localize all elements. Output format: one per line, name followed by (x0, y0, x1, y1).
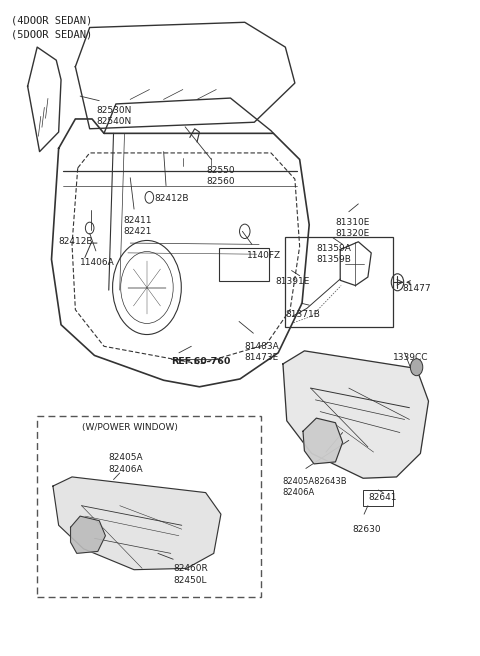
Text: 81310E
81320E: 81310E 81320E (336, 218, 370, 238)
Text: 82411
82421: 82411 82421 (123, 216, 152, 236)
Polygon shape (71, 516, 106, 554)
Text: 81359A
81359B: 81359A 81359B (316, 245, 351, 264)
Polygon shape (303, 418, 343, 464)
Text: 1339CC: 1339CC (393, 353, 428, 362)
Polygon shape (283, 351, 429, 478)
Text: 81371B: 81371B (285, 310, 320, 319)
Text: 82550
82560: 82550 82560 (206, 166, 235, 186)
Bar (218, 249, 269, 281)
Text: 1140FZ: 1140FZ (247, 251, 281, 260)
Text: 82530N
82540N: 82530N 82540N (97, 106, 132, 126)
Text: 82460R
82450L: 82460R 82450L (173, 564, 208, 584)
Text: (4DOOR SEDAN)
(5DOOR SEDAN): (4DOOR SEDAN) (5DOOR SEDAN) (11, 16, 92, 40)
Text: 82405A
82406A: 82405A 82406A (109, 453, 144, 474)
Circle shape (410, 359, 423, 376)
Text: REF.60-760: REF.60-760 (171, 358, 230, 367)
Circle shape (85, 222, 94, 234)
Circle shape (145, 192, 154, 203)
Text: 81483A
81473E: 81483A 81473E (245, 342, 279, 363)
Text: 82405A82643B
82406A: 82405A82643B 82406A (282, 477, 347, 497)
Bar (363, 490, 393, 506)
Bar (285, 237, 393, 327)
Text: 81477: 81477 (402, 284, 431, 293)
Text: (W/POWER WINDOW): (W/POWER WINDOW) (82, 422, 178, 432)
Text: 82412B: 82412B (154, 194, 189, 203)
Text: 82641: 82641 (368, 493, 396, 502)
Polygon shape (53, 477, 221, 569)
Text: 82412B: 82412B (59, 237, 93, 245)
Text: 11406A: 11406A (80, 258, 115, 267)
Circle shape (240, 224, 250, 239)
Text: 81391E: 81391E (276, 277, 310, 286)
Text: 82630: 82630 (352, 525, 381, 534)
